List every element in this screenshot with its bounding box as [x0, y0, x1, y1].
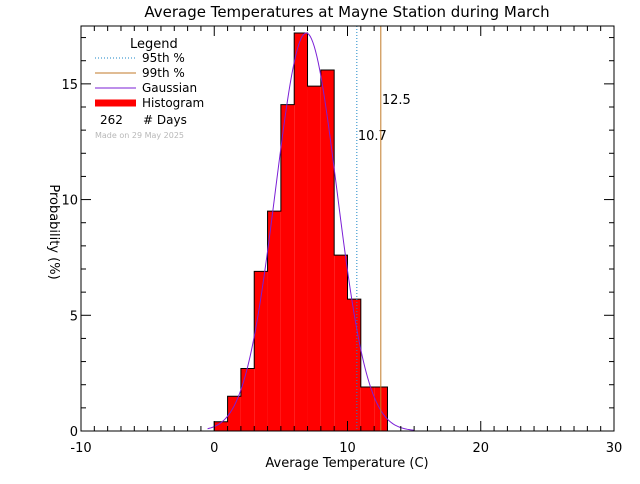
histogram-bar-6 [294, 32, 308, 431]
x-tick-label: -10 [70, 441, 91, 456]
x-axis-label: Average Temperature (C) [265, 456, 428, 471]
y-tick-label: 5 [70, 309, 78, 324]
x-tick-labels: -10 0 10 20 30 [70, 441, 622, 456]
histogram-bar-3 [254, 271, 268, 431]
y-tick-label: 15 [61, 78, 78, 93]
legend-label: Gaussian [142, 81, 197, 95]
percentile-layer: 10.7 12.5 [356, 26, 411, 431]
legend-label: 95th % [142, 51, 185, 65]
legend-label: Histogram [142, 96, 204, 110]
histogram-bar-2 [240, 368, 255, 431]
histogram-bars [213, 32, 388, 432]
x-tick-label: 10 [339, 441, 356, 456]
gaussian-layer [207, 32, 415, 431]
y-axis-label: Probability (%) [46, 184, 61, 279]
y-tick-label: 10 [61, 194, 78, 209]
axis-ticks [80, 26, 615, 432]
chart-title: Average Temperatures at Mayne Station du… [144, 3, 549, 21]
histogram-bar-11 [360, 387, 375, 431]
percentile-value-label: 12.5 [382, 93, 411, 108]
histogram-bar-8 [320, 69, 335, 431]
legend-days-count: 262 [100, 113, 123, 127]
x-tick-label: 0 [210, 441, 218, 456]
legend-label: 99th % [142, 66, 185, 80]
histogram-bar-4 [267, 211, 281, 431]
histogram-bar-1 [227, 396, 241, 431]
x-tick-label: 20 [472, 441, 489, 456]
histogram-bar-0 [214, 421, 228, 431]
x-tick-label: 30 [606, 441, 623, 456]
legend-days-label: # Days [143, 113, 187, 127]
histogram-bar-9 [334, 255, 348, 431]
histogram-bar-10 [347, 299, 361, 431]
made-on-stamp: Made on 29 May 2025 [95, 131, 184, 140]
gaussian-curve [207, 32, 415, 431]
y-tick-label: 0 [70, 425, 78, 440]
y-tick-labels: 0 5 10 15 [61, 78, 78, 440]
histogram-bar-5 [280, 104, 295, 431]
histogram-bar-7 [307, 86, 321, 432]
percentile-value-label: 10.7 [358, 129, 387, 144]
legend-title: Legend [130, 37, 178, 52]
